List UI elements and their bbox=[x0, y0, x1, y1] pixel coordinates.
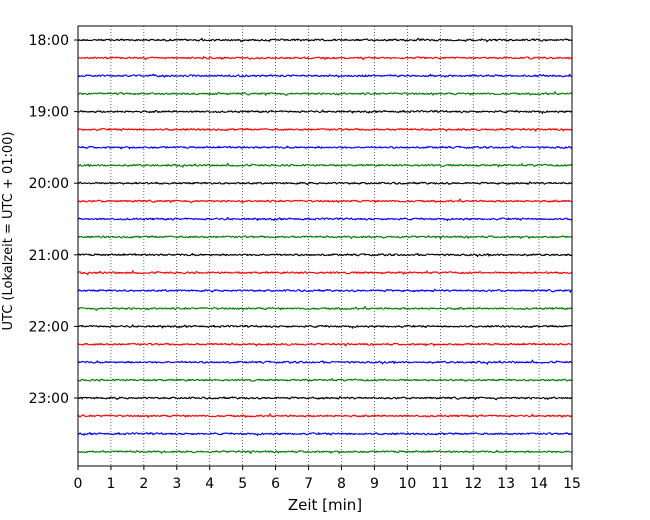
trace-1930 bbox=[77, 145, 573, 150]
x-tick-label-15: 15 bbox=[563, 476, 581, 492]
trace-2345 bbox=[77, 449, 573, 454]
x-tick-label-0: 0 bbox=[74, 476, 83, 492]
trace-2100 bbox=[77, 252, 573, 258]
y-tick-label-2: 20:00 bbox=[29, 176, 69, 192]
y-axis: 18:00 19:00 20:00 21:00 22:00 23:00 bbox=[29, 33, 78, 407]
x-tick-label-1: 1 bbox=[106, 476, 115, 492]
x-tick-label-12: 12 bbox=[464, 476, 482, 492]
x-tick-label-13: 13 bbox=[497, 476, 515, 492]
trace-1945 bbox=[77, 162, 573, 168]
x-tick-label-5: 5 bbox=[238, 476, 247, 492]
x-tick-label-10: 10 bbox=[398, 476, 416, 492]
trace-1915 bbox=[77, 127, 573, 132]
x-axis-label: Zeit [min] bbox=[288, 496, 362, 514]
y-tick-label-4: 22:00 bbox=[29, 319, 69, 335]
trace-2245 bbox=[77, 377, 573, 383]
x-tick-label-2: 2 bbox=[139, 476, 148, 492]
x-tick-label-3: 3 bbox=[172, 476, 181, 492]
trace-series bbox=[77, 37, 573, 454]
trace-2015 bbox=[77, 198, 573, 204]
x-tick-label-7: 7 bbox=[304, 476, 313, 492]
trace-1845 bbox=[77, 91, 573, 97]
trace-2200 bbox=[77, 324, 573, 329]
trace-1830 bbox=[77, 73, 573, 78]
trace-2215 bbox=[77, 342, 573, 347]
plot-frame bbox=[77, 25, 573, 467]
trace-2030 bbox=[77, 216, 573, 222]
trace-1800 bbox=[77, 37, 573, 43]
trace-1815 bbox=[77, 55, 573, 61]
x-axis: 0 1 2 3 4 5 6 7 8 9 10 11 12 13 14 15 bbox=[74, 466, 581, 492]
y-tick-label-3: 21:00 bbox=[29, 248, 69, 264]
x-tick-label-11: 11 bbox=[431, 476, 449, 492]
x-tick-label-14: 14 bbox=[530, 476, 548, 492]
trace-1900 bbox=[77, 109, 573, 114]
trace-2330 bbox=[77, 432, 573, 437]
x-tick-label-9: 9 bbox=[370, 476, 379, 492]
trace-2230 bbox=[77, 359, 573, 365]
trace-2300 bbox=[77, 396, 573, 401]
trace-2115 bbox=[77, 270, 573, 276]
trace-2130 bbox=[77, 288, 573, 293]
trace-2145 bbox=[77, 305, 573, 311]
y-tick-label-1: 19:00 bbox=[29, 105, 69, 121]
grid-lines bbox=[110, 26, 540, 466]
x-tick-label-4: 4 bbox=[205, 476, 214, 492]
trace-2045 bbox=[77, 235, 573, 240]
y-axis-label: UTC (Lokalzeit = UTC + 01:00) bbox=[1, 132, 16, 331]
x-tick-label-6: 6 bbox=[271, 476, 280, 492]
y-tick-label-5: 23:00 bbox=[29, 391, 69, 407]
trace-2315 bbox=[77, 413, 573, 418]
x-tick-label-8: 8 bbox=[337, 476, 346, 492]
trace-2000 bbox=[77, 181, 573, 186]
y-tick-label-0: 18:00 bbox=[29, 33, 69, 49]
